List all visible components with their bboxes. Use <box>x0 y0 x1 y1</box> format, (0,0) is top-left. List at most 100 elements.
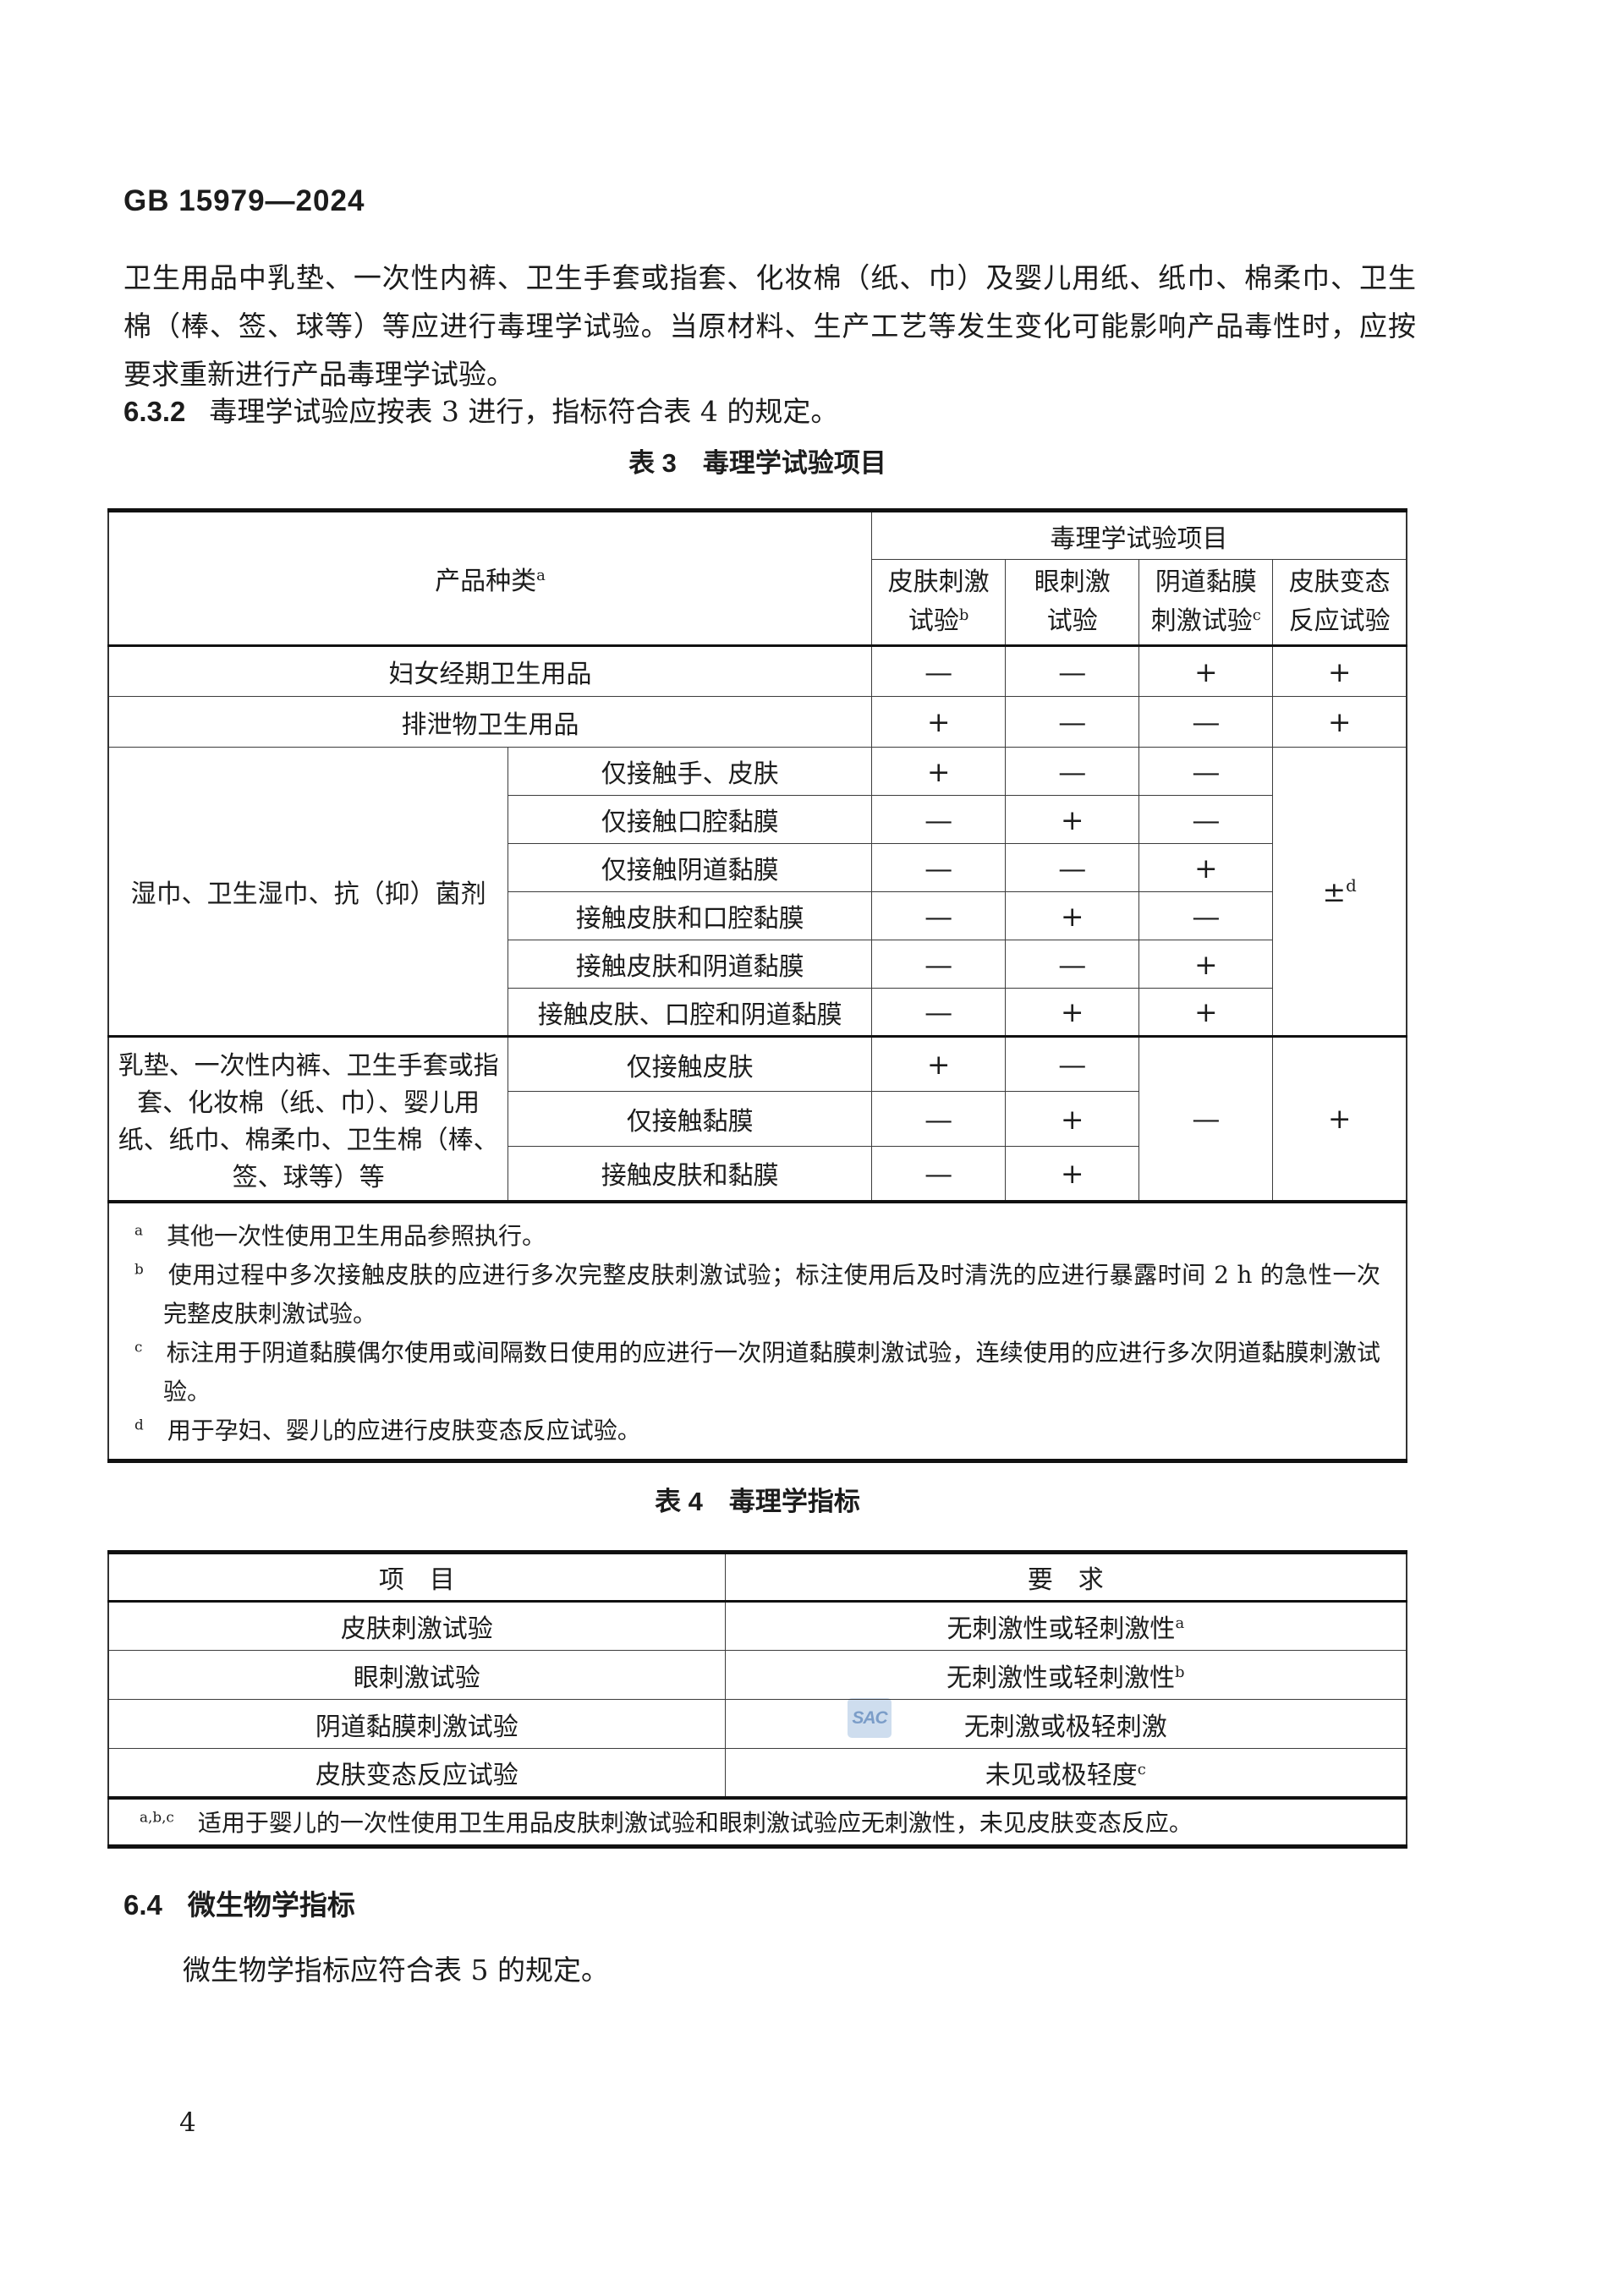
footnote-marker: b <box>134 1260 144 1278</box>
footnote-marker: c <box>1252 606 1261 624</box>
footnote-b: b 使用过程中多次接触皮肤的应进行多次完整皮肤刺激试验；标注使用后及时清洗的应进… <box>134 1256 1380 1334</box>
table4-toxicology-indicators: 项 目 要 求 皮肤刺激试验 无刺激性或轻刺激性a 眼刺激试验 无刺激性或轻刺激… <box>107 1550 1407 1849</box>
footnote-marker: a <box>1175 1614 1185 1632</box>
table3-cell: + <box>1005 891 1140 940</box>
table3-cell: — <box>871 988 1007 1037</box>
section-6-4-paragraph: 微生物学指标应符合表 5 的规定。 <box>183 1954 609 1986</box>
table3-cell: — <box>1005 645 1140 697</box>
table3-group2-merged-sensitization: + <box>1272 1035 1407 1202</box>
footnote-marker: b <box>1175 1663 1185 1681</box>
table4-header-requirement: 要 求 <box>724 1552 1407 1603</box>
intro-line-2: 棉（棒、签、球等）等应进行毒理学试验。当原材料、生产工艺等发生变化可能影响产品毒… <box>123 310 1416 342</box>
table3-cell: — <box>871 645 1007 697</box>
table3-subrow-label: 接触皮肤、口腔和阴道黏膜 <box>508 988 873 1037</box>
table3-cell: + <box>1138 843 1274 892</box>
table4-requirement: 未见或极轻度c <box>724 1748 1407 1798</box>
section-6-3-2-text: 毒理学试验应按表 3 进行，指标符合表 4 的规定。 <box>209 395 839 428</box>
footnote-marker: a <box>134 1221 144 1239</box>
table3-cell: — <box>1005 696 1140 748</box>
footnote-a: a 其他一次性使用卫生用品参照执行。 <box>134 1217 1380 1256</box>
table4: 项 目 要 求 皮肤刺激试验 无刺激性或轻刺激性a 眼刺激试验 无刺激性或轻刺激… <box>107 1550 1407 1849</box>
table3-cell: + <box>1272 696 1407 748</box>
footnote-text: 使用过程中多次接触皮肤的应进行多次完整皮肤刺激试验；标注使用后及时清洗的应进行暴… <box>163 1260 1380 1328</box>
table4-item: 皮肤刺激试验 <box>107 1601 726 1651</box>
col-header-line: 试验 <box>1046 606 1098 636</box>
table4-requirement: 无刺激或极轻刺激 <box>724 1699 1407 1749</box>
table3-cell: — <box>871 843 1007 892</box>
table3-toxicology-test-items: 产品种类a 毒理学试验项目 皮肤刺激 试验b 眼刺激 试验 阴道黏膜 刺激试验c <box>107 508 1407 1463</box>
table3-cell: + <box>1005 1091 1140 1147</box>
table3-subrow-label: 接触皮肤和口腔黏膜 <box>508 891 873 940</box>
table3-cell: — <box>871 891 1007 940</box>
requirement-text: 无刺激性或轻刺激性 <box>946 1663 1176 1693</box>
table3-subrow-label: 接触皮肤和黏膜 <box>508 1146 873 1202</box>
product-category-label: 产品种类 <box>435 567 537 596</box>
footnote-text: 标注用于阴道黏膜偶尔使用或间隔数日使用的应进行一次阴道黏膜刺激试验，连续使用的应… <box>163 1338 1380 1406</box>
table3-row-label: 排泄物卫生用品 <box>107 696 873 748</box>
table4-item: 眼刺激试验 <box>107 1650 726 1700</box>
table4-footnote: a,b,c 适用于婴儿的一次性使用卫生用品皮肤刺激试验和眼刺激试验应无刺激性，未… <box>107 1795 1407 1847</box>
table3-subrow-label: 仅接触手、皮肤 <box>508 747 873 796</box>
table3-header-group: 毒理学试验项目 <box>871 510 1407 560</box>
section-6-4-number: 6.4 <box>123 1889 162 1921</box>
footnote-marker: c <box>1137 1760 1146 1778</box>
table4-header-item: 项 目 <box>107 1552 726 1603</box>
section-6-4-title: 微生物学指标 <box>187 1889 355 1921</box>
col-header-line: 刺激试验 <box>1150 606 1253 636</box>
table3-cell: — <box>871 940 1007 989</box>
table4-caption: 表 4 毒理学指标 <box>655 1487 860 1516</box>
table3-row-label: 妇女经期卫生用品 <box>107 645 873 697</box>
col-header-line: 眼刺激 <box>1034 567 1111 597</box>
footnote-text: 用于孕妇、婴儿的应进行皮肤变态反应试验。 <box>167 1416 641 1444</box>
table3-cell: + <box>871 1035 1007 1092</box>
footnote-marker: a,b,c <box>140 1808 174 1826</box>
table4-requirement: 无刺激性或轻刺激性b <box>724 1650 1407 1700</box>
footnote-d: d 用于孕妇、婴儿的应进行皮肤变态反应试验。 <box>134 1411 1380 1450</box>
table3-cell: — <box>871 1091 1007 1147</box>
table3-cell: + <box>1138 940 1274 989</box>
footnote-text: 适用于婴儿的一次性使用卫生用品皮肤刺激试验和眼刺激试验应无刺激性，未见皮肤变态反… <box>197 1809 1193 1838</box>
table3-cell: — <box>1138 891 1274 940</box>
table3-cell: — <box>871 1146 1007 1202</box>
table3-group2-label: 乳垫、一次性内裤、卫生手套或指套、化妆棉（纸、巾）、婴儿用纸、纸巾、棉柔巾、卫生… <box>107 1035 509 1202</box>
table3-subrow-label: 仅接触口腔黏膜 <box>508 795 873 844</box>
table3-cell: — <box>871 795 1007 844</box>
table4-item: 阴道黏膜刺激试验 <box>107 1699 726 1749</box>
table3-header-skin-irritation: 皮肤刺激 试验b <box>871 559 1007 647</box>
table3-header-product-category: 产品种类a <box>107 510 873 647</box>
table3-cell: + <box>1005 988 1140 1037</box>
table4-item: 皮肤变态反应试验 <box>107 1748 726 1798</box>
intro-paragraph: 卫生用品中乳垫、一次性内裤、卫生手套或指套、化妆棉（纸、巾）及婴儿用纸、纸巾、棉… <box>123 254 1416 398</box>
table3-group2-merged-vaginal: — <box>1138 1035 1274 1202</box>
table3-footnotes: a 其他一次性使用卫生用品参照执行。 b 使用过程中多次接触皮肤的应进行多次完整… <box>107 1199 1407 1461</box>
table3-cell: + <box>871 696 1007 748</box>
section-6-4: 6.4 微生物学指标 <box>123 1882 355 1923</box>
table3: 产品种类a 毒理学试验项目 皮肤刺激 试验b 眼刺激 试验 阴道黏膜 刺激试验c <box>107 508 1407 1463</box>
section-6-3-2-number: 6.3.2 <box>123 396 186 427</box>
table3-header-skin-sensitization: 皮肤变态 反应试验 <box>1272 559 1407 647</box>
table3-cell: + <box>1005 795 1140 844</box>
col-header-line: 试验 <box>908 606 959 636</box>
footnote-marker: c <box>134 1338 143 1356</box>
table3-header-vaginal-mucosa: 阴道黏膜 刺激试验c <box>1138 559 1274 647</box>
table3-subrow-label: 仅接触黏膜 <box>508 1091 873 1147</box>
intro-line-3: 要求重新进行产品毒理学试验。 <box>123 358 514 391</box>
table3-subrow-label: 接触皮肤和阴道黏膜 <box>508 940 873 989</box>
table4-requirement: 无刺激性或轻刺激性a <box>724 1601 1407 1651</box>
requirement-text: 未见或极轻度 <box>985 1760 1138 1790</box>
col-header-line: 反应试验 <box>1288 606 1391 636</box>
table3-cell: + <box>1005 1146 1140 1202</box>
table3-cell: + <box>871 747 1007 796</box>
table3-subrow-label: 仅接触皮肤 <box>508 1035 873 1092</box>
standard-number: GB 15979—2024 <box>123 184 365 217</box>
table3-cell: + <box>1138 645 1274 697</box>
table3-cell: — <box>1138 696 1274 748</box>
table3-group1-label: 湿巾、卫生湿巾、抗（抑）菌剂 <box>107 747 509 1037</box>
page-number: 4 <box>179 2107 196 2138</box>
intro-line-1: 卫生用品中乳垫、一次性内裤、卫生手套或指套、化妆棉（纸、巾）及婴儿用纸、纸巾、棉… <box>123 261 1416 294</box>
footnote-marker: d <box>1346 875 1357 896</box>
footnote-c: c 标注用于阴道黏膜偶尔使用或间隔数日使用的应进行一次阴道黏膜刺激试验，连续使用… <box>134 1334 1380 1411</box>
table3-cell: — <box>1005 843 1140 892</box>
table3-header-eye-irritation: 眼刺激 试验 <box>1005 559 1140 647</box>
